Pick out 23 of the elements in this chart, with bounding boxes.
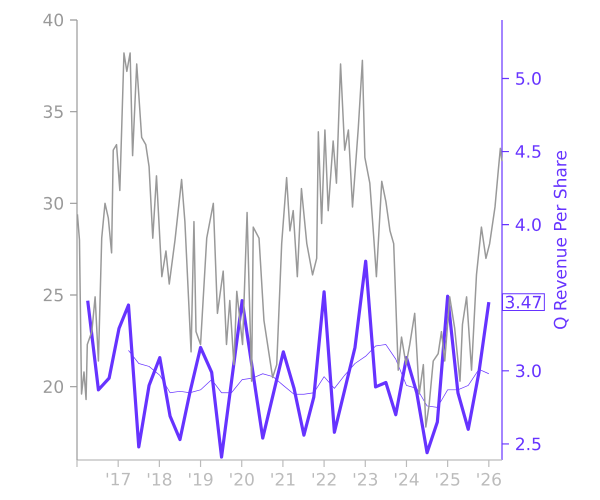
x-tick-label: '23 [354, 472, 378, 486]
y2-tick-label: 3.0 [516, 364, 541, 378]
y-tick-label: 25 [44, 288, 63, 302]
y2-tick-label: 4.0 [516, 218, 541, 232]
x-tick-label: '24 [394, 472, 419, 486]
y2-axis-title: Q Revenue Per Share [553, 151, 569, 329]
y-tick-label: 35 [44, 105, 63, 118]
y2-tick-label: 5.0 [516, 72, 541, 85]
x-tick-label: '19 [189, 472, 213, 486]
x-tick-label: '17 [106, 472, 130, 486]
y2-tick-label: 2.5 [516, 437, 540, 450]
line-series [86, 260, 490, 459]
data-label: 3.47 [506, 296, 541, 309]
y2-tick-label: 4.5 [516, 145, 540, 158]
x-tick-label: '26 [477, 472, 501, 486]
x-tick-label: '18 [148, 472, 172, 486]
x-tick-label: '20 [230, 472, 254, 486]
y-tick-label: 20 [44, 380, 64, 394]
x-tick-label: '22 [312, 472, 336, 486]
y-tick-label: 40 [43, 14, 64, 26]
y-tick-label: 30 [44, 196, 64, 210]
x-tick-label: '21 [271, 472, 294, 486]
x-tick-label: '25 [436, 472, 460, 486]
